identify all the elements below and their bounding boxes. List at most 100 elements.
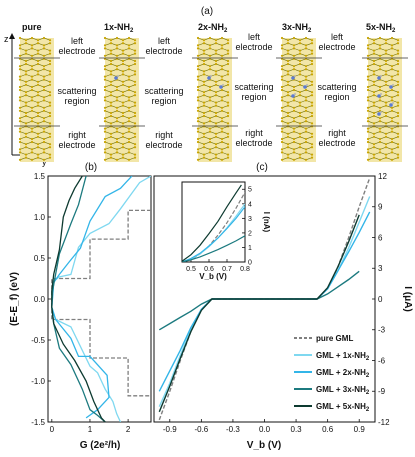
ribbon-atom <box>298 153 302 156</box>
ribbon-atom <box>30 47 34 50</box>
x-axis-label: V_b (V) <box>199 272 227 281</box>
amine-hydrogen <box>116 74 120 78</box>
ribbon-atom <box>48 111 52 115</box>
ribbon-atom <box>109 39 113 42</box>
ribbon-atom <box>390 106 394 109</box>
ribbon-atom <box>30 75 34 78</box>
ribbon-atom <box>196 75 200 78</box>
ribbon-atom <box>30 117 34 120</box>
right-electrode-label-d: right <box>328 128 346 138</box>
ribbon-atom <box>208 130 212 133</box>
ribbon-atom <box>109 114 113 118</box>
ribbon-atom <box>18 120 22 123</box>
ribbon-atom <box>121 49 125 52</box>
ribbon-atom <box>378 36 382 40</box>
ribbon-atom <box>115 120 119 123</box>
ribbon-atom <box>280 137 284 141</box>
ribbon-atom <box>396 143 400 146</box>
ribbon-atom <box>109 80 113 83</box>
ribbon-atom <box>214 91 218 94</box>
ribbon-atom <box>378 140 382 144</box>
ribbon-atom <box>202 70 206 73</box>
ribbon-atom <box>30 99 34 102</box>
ribbon-atom <box>304 68 308 71</box>
ribbon-atom <box>298 146 302 149</box>
ribbon-atom <box>36 156 40 159</box>
amine-group <box>303 85 307 89</box>
amine-group <box>377 112 381 116</box>
ribbon-atom <box>208 44 212 47</box>
y-tick-label: 4 <box>248 201 252 208</box>
ribbon-atom <box>115 96 119 99</box>
ribbon-atom <box>292 137 296 141</box>
y-tick-label: -1.0 <box>31 377 45 386</box>
series-line-1 <box>51 176 151 422</box>
ribbon-atom <box>226 146 230 149</box>
ribbon-atom <box>226 91 230 94</box>
ribbon-atom <box>202 49 206 52</box>
ribbon-atom <box>196 85 200 89</box>
ribbon-atom <box>24 59 28 63</box>
ribbon-atom <box>298 59 302 63</box>
ribbon-atom <box>384 101 388 104</box>
ribbon-atom <box>121 94 125 97</box>
ribbon-atom <box>115 158 119 161</box>
ribbon-atom <box>396 146 400 149</box>
ribbon-atom <box>103 120 107 123</box>
ribbon-atom <box>208 151 212 154</box>
ribbon-atom <box>286 122 290 125</box>
ribbon-atom <box>286 132 290 135</box>
ribbon-atom <box>384 59 388 63</box>
ribbon-atom <box>310 156 314 159</box>
ribbon-atom <box>372 156 376 159</box>
ribbon-atom <box>226 153 230 156</box>
ribbon-atom <box>384 83 388 86</box>
scattering-label-c: scattering <box>234 82 273 92</box>
ribbon-atom <box>109 94 113 97</box>
ribbon-atom <box>109 70 113 73</box>
ribbon-atom <box>202 111 206 115</box>
ribbon-atom <box>226 114 230 118</box>
ribbon-atom <box>384 104 388 107</box>
ribbon-atom <box>220 75 224 78</box>
ribbon-atom <box>48 104 52 107</box>
amine-hydrogen <box>379 92 383 96</box>
ribbon-atom <box>48 94 52 97</box>
ribbon-atom <box>310 52 314 55</box>
y-tick-label: -12 <box>378 418 390 427</box>
ribbon-atom <box>384 132 388 135</box>
series-line-2 <box>158 211 371 392</box>
ribbon-atom <box>286 94 290 97</box>
ribbon-atom <box>115 137 119 141</box>
series-line-1 <box>182 203 245 262</box>
amine-group <box>291 94 295 98</box>
ribbon-atom <box>280 65 284 68</box>
ribbon-atom <box>24 143 28 146</box>
ribbon-atom <box>121 135 125 138</box>
amine-hydrogen <box>293 92 297 96</box>
ribbon-atom <box>18 140 22 144</box>
right-electrode-label-c: right <box>245 128 263 138</box>
ribbon-atom <box>310 83 314 86</box>
ribbon-body <box>282 38 316 162</box>
ribbon-atom <box>310 143 314 146</box>
ribbon-atom <box>396 132 400 135</box>
ribbon-atom <box>24 111 28 115</box>
ribbon-atom <box>304 96 308 99</box>
ribbon-atom <box>378 130 382 133</box>
ribbon-atom <box>36 91 40 94</box>
x-tick-label: 0 <box>50 425 55 434</box>
ribbon-atom <box>48 73 52 76</box>
ribbon-atom <box>103 88 107 92</box>
ribbon-atom <box>304 36 308 40</box>
ribbon-atom <box>214 52 218 55</box>
ribbon-atom <box>36 143 40 146</box>
ribbon-atom <box>366 137 370 141</box>
ribbon-atom <box>42 137 46 141</box>
ribbon-atom <box>310 104 314 107</box>
scattering-label-b2: region <box>151 96 176 106</box>
ribbon-atom <box>208 99 212 102</box>
ribbon-atom <box>24 52 28 55</box>
ribbon-atom <box>366 47 370 50</box>
ribbon-atom <box>304 106 308 109</box>
